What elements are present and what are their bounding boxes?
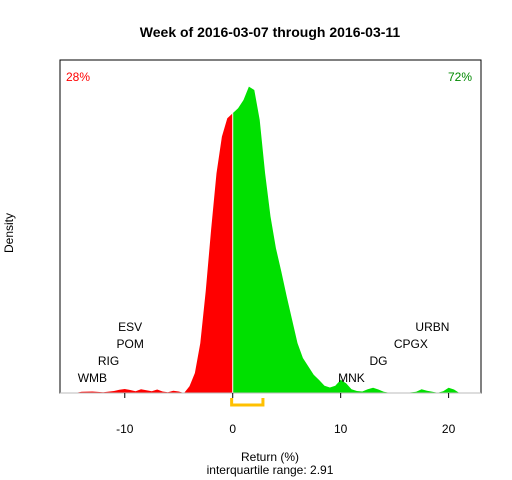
x-axis-title: Return (%) <box>241 450 299 464</box>
iqr-bracket <box>230 398 265 407</box>
positive-share-label: 72% <box>448 70 472 84</box>
negative-density-area <box>75 113 233 394</box>
chart-title: Week of 2016-03-07 through 2016-03-11 <box>140 24 401 40</box>
iqr-subtitle: interquartile range: 2.91 <box>207 463 334 477</box>
ticker-label-urbn: URBN <box>415 320 449 334</box>
x-tick-label: -10 <box>116 422 134 436</box>
x-tick-label: 0 <box>229 422 236 436</box>
ticker-label-dg: DG <box>369 354 387 368</box>
negative-share-label: 28% <box>66 70 90 84</box>
x-tick-label: 20 <box>442 422 456 436</box>
ticker-label-esv: ESV <box>118 320 142 334</box>
ticker-label-cpgx: CPGX <box>394 337 428 351</box>
ticker-annotations: WMB RIG POM ESV MNK DG CPGX URBN <box>78 320 450 385</box>
x-tick-label: 10 <box>334 422 348 436</box>
ticker-label-pom: POM <box>116 337 143 351</box>
y-axis-title: Density <box>2 213 16 253</box>
ticker-label-wmb: WMB <box>78 371 107 385</box>
plot-area <box>59 59 482 407</box>
x-axis: -10 0 10 20 <box>116 393 456 436</box>
ticker-label-rig: RIG <box>98 354 119 368</box>
positive-density-area <box>232 86 460 393</box>
ticker-label-mnk: MNK <box>338 371 365 385</box>
